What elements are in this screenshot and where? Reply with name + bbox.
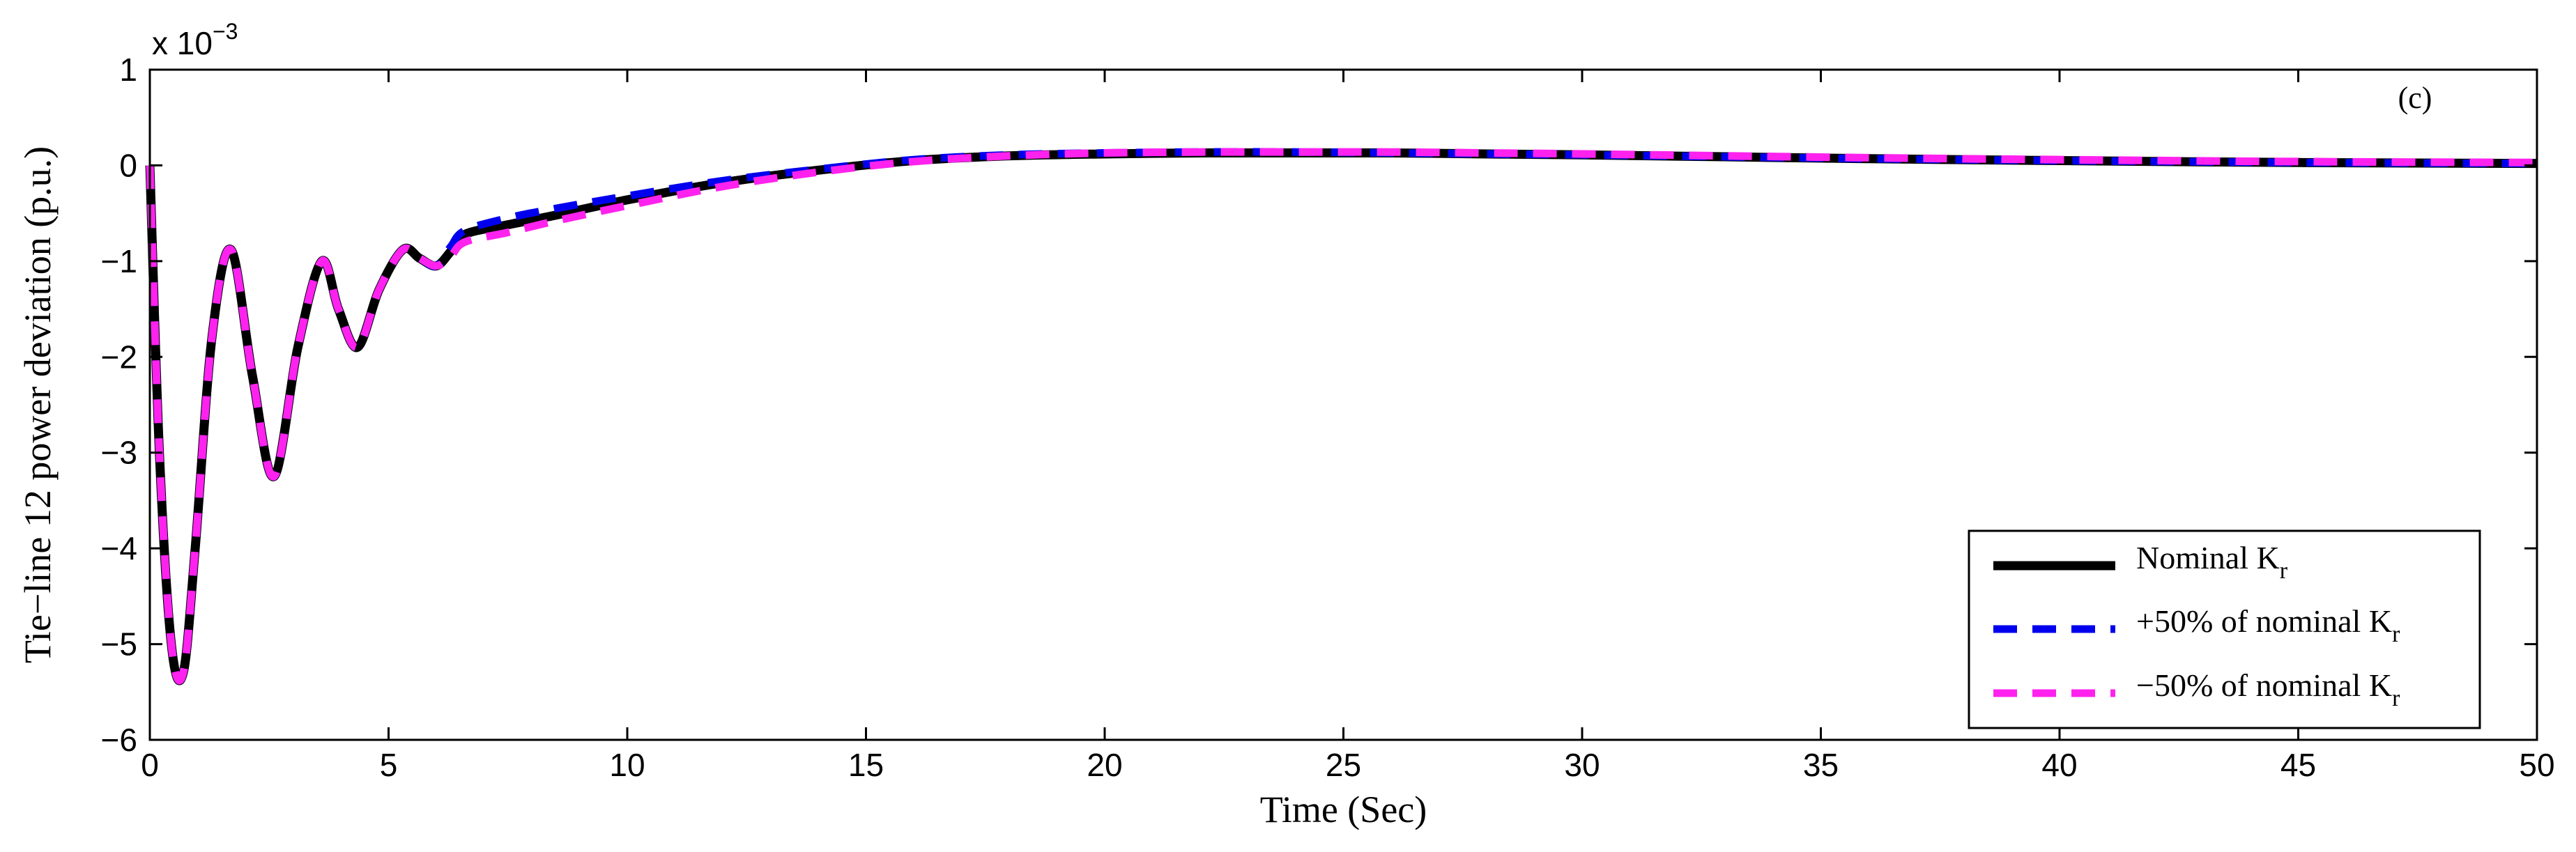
y-tick-label: −6: [101, 722, 137, 758]
legend-label-subscript: r: [2392, 686, 2400, 711]
y-tick-label: −3: [101, 435, 137, 471]
x-tick-label: 5: [380, 747, 398, 783]
x-tick-label: 0: [141, 747, 159, 783]
series-layer: [145, 148, 2538, 686]
y-axis-title: Tie−line 12 power deviation (p.u.): [17, 146, 59, 663]
x-tick-label: 15: [848, 747, 884, 783]
x-tick-label: 30: [1564, 747, 1600, 783]
x-tick-label: 10: [609, 747, 645, 783]
x-axis-title: Time (Sec): [1260, 789, 1427, 830]
panel-label: (c): [2398, 81, 2432, 115]
x-tick-label: 20: [1087, 747, 1122, 783]
y-exponent-label: x 10−3: [152, 19, 238, 61]
legend-label-subscript: r: [2392, 621, 2400, 647]
y-tick-label: −2: [101, 339, 137, 375]
x-tick-label: 40: [2041, 747, 2077, 783]
legend-label-2: +50% of nominal Kr: [2136, 603, 2400, 647]
x-tick-label: 45: [2280, 747, 2316, 783]
legend-label-subscript: r: [2280, 558, 2288, 584]
x-tick-label: 25: [1326, 747, 1361, 783]
series-line-3: [146, 148, 2538, 685]
series-line-2: [146, 148, 2538, 685]
y-tick-label: −1: [101, 243, 137, 279]
y-exponent-power: −3: [213, 19, 238, 44]
legend-label-text: Nominal K: [2136, 540, 2280, 575]
y-tick-label: 1: [119, 52, 137, 88]
legend-label-3: −50% of nominal Kr: [2136, 667, 2400, 711]
y-tick-label: 0: [119, 147, 137, 183]
x-tick-label: 35: [1803, 747, 1839, 783]
x-tick-label: 50: [2519, 747, 2554, 783]
legend-label-1: Nominal Kr: [2136, 540, 2288, 584]
y-tick-label: −5: [101, 626, 137, 663]
y-tick-label: −4: [101, 530, 137, 566]
legend: Nominal Kr+50% of nominal Kr−50% of nomi…: [1968, 529, 2481, 729]
legend-label-text: +50% of nominal K: [2136, 603, 2392, 639]
legend-label-text: −50% of nominal K: [2136, 667, 2392, 703]
y-exponent-base: x 10: [152, 25, 213, 61]
